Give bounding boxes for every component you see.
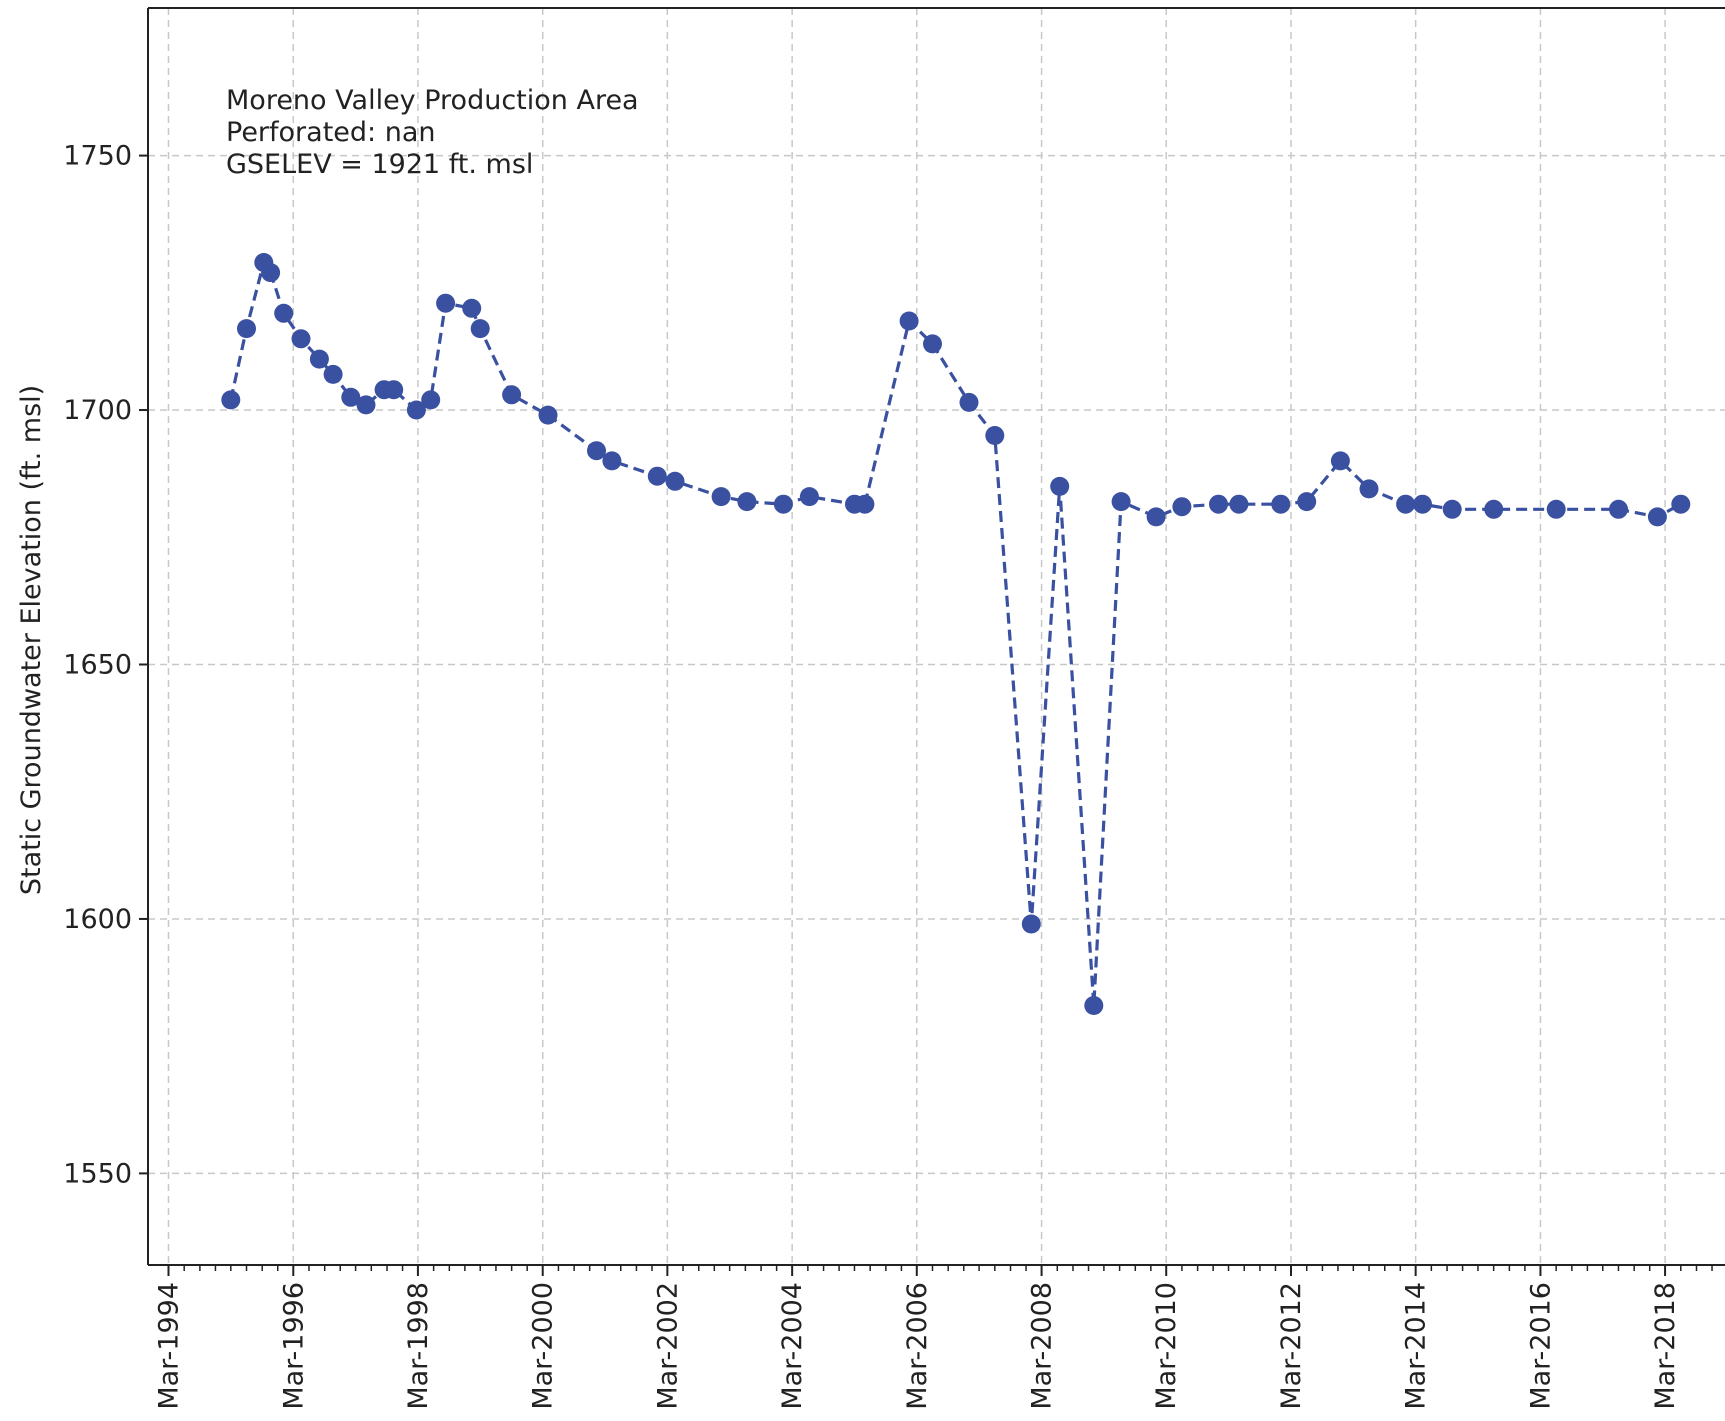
- data-point: [406, 400, 426, 420]
- data-point: [959, 392, 979, 412]
- data-point: [985, 426, 1005, 445]
- data-point: [587, 441, 606, 461]
- x-tick-label: Mar-1998: [403, 1282, 434, 1410]
- data-point: [384, 380, 404, 400]
- x-tick-label: Mar-1994: [153, 1282, 184, 1410]
- data-point: [1359, 479, 1379, 499]
- data-point: [356, 395, 376, 415]
- data-point: [773, 494, 793, 514]
- data-point: [309, 349, 329, 369]
- data-point: [1084, 996, 1104, 1015]
- series-layer: [221, 253, 1691, 1015]
- data-point: [711, 487, 731, 507]
- data-point: [1050, 476, 1070, 496]
- data-point: [923, 334, 942, 354]
- x-tick-label: Mar-2010: [1151, 1282, 1182, 1410]
- data-point: [462, 298, 482, 318]
- data-point: [1647, 507, 1667, 527]
- x-tick-label: Mar-1996: [278, 1282, 309, 1410]
- data-point: [1442, 499, 1462, 519]
- data-point: [855, 494, 875, 514]
- data-point: [261, 263, 281, 283]
- x-tick-label: Mar-2000: [528, 1282, 559, 1410]
- ticks-layer: 1550 1600 1650 1700 1750 Mar-1994 Mar-1996 Mar-…: [63, 141, 1713, 1410]
- y-axis-label: Static Groundwater Elevation (ft. msl): [16, 385, 47, 895]
- data-point: [291, 329, 311, 349]
- data-point: [538, 405, 558, 425]
- axes-layer: [147, 7, 1725, 1266]
- data-point: [221, 390, 241, 410]
- data-point: [1111, 492, 1131, 512]
- data-point: [1396, 494, 1416, 514]
- annotation-line-1: Moreno Valley Production Area: [226, 85, 639, 116]
- data-point: [341, 387, 361, 407]
- data-point: [1209, 494, 1228, 514]
- data-point: [1413, 494, 1432, 514]
- data-point: [799, 487, 819, 507]
- data-point: [436, 293, 456, 313]
- data-point: [470, 319, 490, 339]
- x-tick-label: Mar-2002: [652, 1282, 683, 1410]
- x-tick-label: Mar-2016: [1525, 1282, 1556, 1410]
- y-tick-label: 1550: [63, 1158, 132, 1189]
- x-tick-label: Mar-2012: [1276, 1282, 1307, 1410]
- data-point: [1297, 492, 1317, 512]
- data-point: [237, 319, 256, 339]
- data-point: [899, 311, 919, 331]
- annotation-line-3: GSELEV = 1921 ft. msl: [226, 149, 533, 180]
- data-point: [1484, 499, 1504, 519]
- data-point: [421, 390, 441, 410]
- y-tick-label: 1700: [63, 395, 132, 426]
- data-point: [1229, 494, 1249, 514]
- data-point: [502, 385, 522, 405]
- data-point: [274, 303, 294, 323]
- y-tick-label: 1750: [63, 141, 132, 172]
- data-point: [1146, 507, 1166, 527]
- y-tick-label: 1650: [63, 649, 132, 680]
- data-point: [1609, 499, 1628, 519]
- x-tick-label: Mar-2004: [777, 1282, 808, 1410]
- data-point: [737, 492, 757, 512]
- y-tick-label: 1600: [63, 904, 132, 935]
- data-point: [1172, 497, 1192, 517]
- data-point: [1546, 499, 1566, 519]
- x-tick-label: Mar-2008: [1027, 1282, 1058, 1410]
- x-tick-label: Mar-2014: [1401, 1282, 1432, 1410]
- data-point: [323, 364, 343, 384]
- data-point: [1671, 494, 1691, 514]
- data-point: [602, 451, 622, 471]
- grid-layer: [148, 8, 1725, 1265]
- annotation-line-2: Perforated: nan: [226, 117, 436, 148]
- data-point: [647, 466, 667, 486]
- x-tick-label: Mar-2006: [902, 1282, 933, 1410]
- series-line: [229, 260, 1682, 1008]
- x-tick-label: Mar-2018: [1650, 1282, 1681, 1410]
- data-point: [665, 471, 685, 491]
- data-point: [1330, 451, 1350, 471]
- data-point: [1021, 914, 1041, 934]
- data-point: [1271, 494, 1291, 514]
